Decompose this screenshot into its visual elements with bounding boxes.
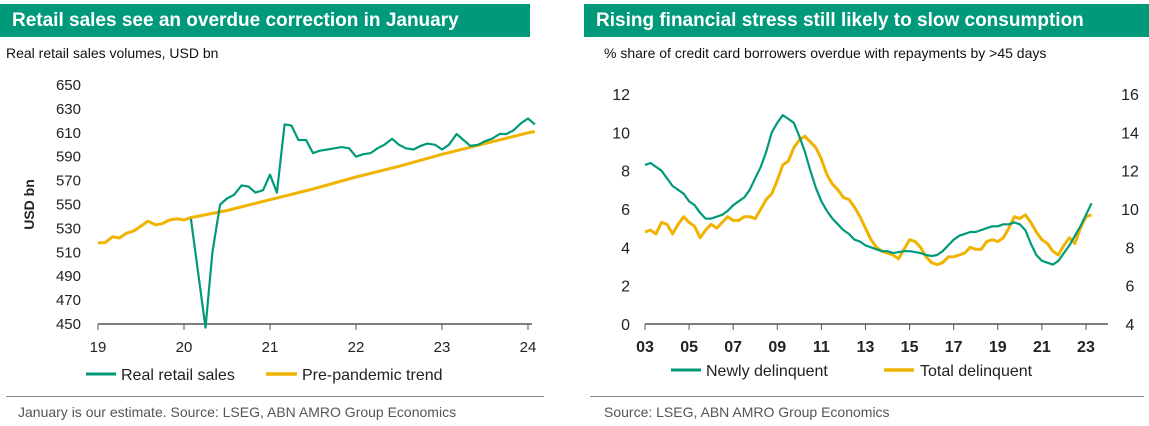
- y-tick-label: 610: [56, 125, 81, 142]
- x-tick-label: 20: [176, 339, 193, 356]
- right-chart-panel: Rising financial stress still likely to …: [584, 0, 1149, 426]
- x-tick-label: 13: [857, 339, 875, 356]
- x-tick-label: 23: [1077, 339, 1095, 356]
- right-chart-source: Source: LSEG, ABN AMRO Group Economics: [604, 404, 890, 420]
- x-tick-label: 09: [768, 339, 786, 356]
- x-tick-label: 21: [1033, 339, 1051, 356]
- x-tick-label: 19: [989, 339, 1007, 356]
- left-footer-divider: [6, 396, 544, 397]
- y-tick-label: 570: [56, 173, 81, 190]
- legend-label-newly-delinquent: Newly delinquent: [706, 363, 828, 380]
- y-left-tick-label: 8: [621, 164, 630, 181]
- y-tick-label: 630: [56, 101, 81, 118]
- y-right-tick-label: 8: [1126, 240, 1135, 257]
- y-tick-label: 650: [56, 77, 81, 94]
- y-tick-label: 510: [56, 244, 81, 261]
- y-right-tick-label: 4: [1126, 317, 1135, 334]
- y-tick-label: 530: [56, 220, 81, 237]
- y-tick-label: 590: [56, 149, 81, 166]
- x-tick-label: 23: [434, 339, 451, 356]
- legend-label-pre-pandemic-trend: Pre-pandemic trend: [302, 367, 443, 384]
- y-axis-label: USD bn: [21, 179, 37, 230]
- retail-sales-chart: 450 470 490 510 530 550 570 590 610 630 650 USD bn 1…: [0, 0, 562, 426]
- y-right-tick-label: 16: [1121, 87, 1139, 104]
- y-left-tick-label: 0: [621, 317, 630, 334]
- x-tick-label: 19: [90, 339, 107, 356]
- retail-sales-line: [191, 119, 535, 328]
- y-tick-label: 490: [56, 268, 81, 285]
- y-right-tick-label: 6: [1126, 279, 1135, 296]
- pre-pandemic-trend-line: [98, 132, 535, 243]
- x-tick-label: 05: [680, 339, 698, 356]
- y-left-tick-label: 10: [612, 125, 630, 142]
- y-left-tick-label: 2: [621, 279, 630, 296]
- x-tick-label: 07: [724, 339, 742, 356]
- y-left-tick-label: 6: [621, 202, 630, 219]
- x-tick-label: 15: [901, 339, 919, 356]
- newly-delinquent-line: [645, 115, 1092, 265]
- legend-label-total-delinquent: Total delinquent: [920, 363, 1033, 380]
- y-left-tick-label: 12: [612, 87, 630, 104]
- y-right-tick-label: 10: [1121, 202, 1139, 219]
- x-tick-label: 22: [348, 339, 365, 356]
- legend-label-retail-sales: Real retail sales: [121, 367, 235, 384]
- x-tick-label: 03: [636, 339, 654, 356]
- x-tick-label: 21: [262, 339, 279, 356]
- x-tick-label: 17: [945, 339, 963, 356]
- y-right-tick-label: 12: [1121, 164, 1139, 181]
- y-tick-label: 450: [56, 316, 81, 333]
- left-chart-panel: Retail sales see an overdue correction i…: [0, 0, 562, 426]
- y-left-tick-label: 4: [621, 240, 630, 257]
- y-tick-label: 470: [56, 292, 81, 309]
- right-footer-divider: [590, 396, 1144, 397]
- x-tick-label: 24: [520, 339, 537, 356]
- delinquency-chart: 0 2 4 6 8 10 12 4 6 8 10 12 14 16 03 05 07 09 11 13 15 17 19 21…: [584, 0, 1149, 426]
- left-chart-source: January is our estimate. Source: LSEG, A…: [18, 404, 456, 420]
- x-tick-label: 11: [813, 339, 830, 356]
- y-right-tick-label: 14: [1121, 125, 1139, 142]
- y-tick-label: 550: [56, 197, 81, 214]
